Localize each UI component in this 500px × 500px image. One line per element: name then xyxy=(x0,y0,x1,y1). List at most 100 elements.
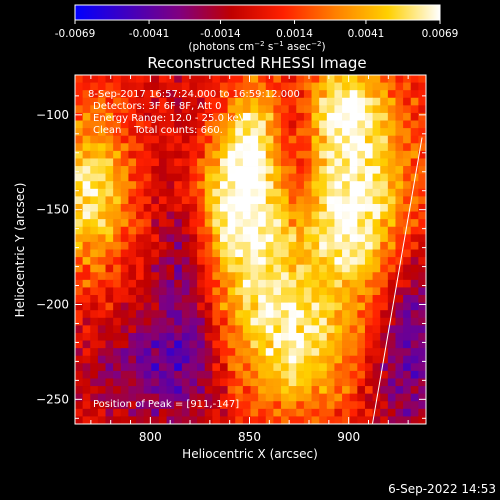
heatmap-cell xyxy=(242,226,251,235)
heatmap-cell xyxy=(158,150,167,159)
heatmap-cell xyxy=(303,272,312,281)
heatmap-cell xyxy=(151,105,160,114)
heatmap-cell xyxy=(395,219,404,228)
heatmap-cell xyxy=(113,355,122,364)
heatmap-cell xyxy=(90,348,99,357)
heatmap-cell xyxy=(82,249,91,258)
heatmap-cell xyxy=(212,348,221,357)
heatmap-cell xyxy=(97,264,106,273)
heatmap-cell xyxy=(219,302,229,311)
heatmap-cell xyxy=(403,82,412,91)
heatmap-cell xyxy=(311,272,320,281)
heatmap-cell xyxy=(258,181,267,190)
heatmap-cell xyxy=(197,226,206,235)
heatmap-cell xyxy=(319,188,328,197)
heatmap-cell xyxy=(212,105,221,114)
heatmap-cell xyxy=(151,348,160,357)
heatmap-cell xyxy=(174,370,183,379)
heatmap-cell xyxy=(158,363,167,372)
heatmap-cell xyxy=(75,120,84,129)
heatmap-cell xyxy=(418,370,426,379)
heatmap-cell xyxy=(281,249,290,258)
heatmap-cell xyxy=(281,401,290,410)
heatmap-cell xyxy=(387,181,396,190)
heatmap-cell xyxy=(296,264,305,273)
heatmap-cell xyxy=(342,264,351,273)
heatmap-cell xyxy=(97,173,106,182)
heatmap-cell xyxy=(296,112,305,121)
heatmap-cell xyxy=(105,166,114,175)
heatmap-cell xyxy=(242,196,251,205)
heatmap-cell xyxy=(349,203,358,212)
heatmap-cell xyxy=(273,378,282,387)
heatmap-cell xyxy=(242,279,251,288)
heatmap-cell xyxy=(181,143,190,152)
heatmap-cell xyxy=(265,257,274,266)
heatmap-cell xyxy=(281,75,290,83)
heatmap-cell xyxy=(189,302,198,311)
heatmap-cell xyxy=(120,105,129,114)
heatmap-cell xyxy=(204,135,213,144)
heatmap-cell xyxy=(418,317,426,326)
heatmap-cell xyxy=(181,302,190,311)
heatmap-cell xyxy=(250,363,259,372)
heatmap-cell xyxy=(120,211,129,220)
heatmap-cell xyxy=(113,401,122,410)
heatmap-cell xyxy=(174,408,183,417)
heatmap-cell xyxy=(219,287,229,296)
heatmap-cell xyxy=(395,166,404,175)
heatmap-cell xyxy=(349,340,358,349)
heatmap-cell xyxy=(212,203,221,212)
heatmap-cell xyxy=(319,287,328,296)
heatmap-cell xyxy=(334,401,343,410)
heatmap-cell xyxy=(75,135,84,144)
heatmap-cell xyxy=(113,105,122,114)
heatmap-cell xyxy=(281,340,290,349)
heatmap-cell xyxy=(418,105,426,114)
heatmap-cell xyxy=(349,310,358,319)
heatmap-cell xyxy=(82,211,91,220)
heatmap-cell xyxy=(235,97,244,106)
heatmap-cell xyxy=(113,203,122,212)
heatmap-cell xyxy=(82,196,91,205)
heatmap-cell xyxy=(372,370,381,379)
heatmap-cell xyxy=(380,158,389,167)
heatmap-cell xyxy=(364,82,373,91)
heatmap-cell xyxy=(242,158,251,167)
heatmap-cell xyxy=(326,105,335,114)
heatmap-cell xyxy=(120,112,129,121)
heatmap-cell xyxy=(311,97,320,106)
heatmap-cell xyxy=(418,97,426,106)
heatmap-cell xyxy=(319,416,328,424)
heatmap-cell xyxy=(227,264,236,273)
heatmap-cell xyxy=(189,219,198,228)
heatmap-cell xyxy=(296,90,305,99)
heatmap-cell xyxy=(395,287,404,296)
heatmap-cell xyxy=(349,120,358,129)
heatmap-cell xyxy=(128,348,137,357)
heatmap-cell xyxy=(174,295,183,304)
heatmap-cell xyxy=(380,97,389,106)
heatmap-cell xyxy=(143,97,152,106)
heatmap-cell xyxy=(113,128,122,137)
heatmap-cell xyxy=(128,120,137,129)
heatmap-cell xyxy=(357,241,366,250)
colorbar-tick-label: 0.0014 xyxy=(276,28,313,40)
heatmap-cell xyxy=(349,188,358,197)
heatmap-cell xyxy=(372,203,381,212)
heatmap-cell xyxy=(120,143,129,152)
heatmap-cell xyxy=(349,257,358,266)
heatmap-cell xyxy=(197,332,206,341)
heatmap-cell xyxy=(143,158,152,167)
heatmap-cell xyxy=(82,416,91,424)
heatmap-cell xyxy=(174,272,183,281)
heatmap-cell xyxy=(349,166,358,175)
heatmap-cell xyxy=(273,188,282,197)
heatmap-cell xyxy=(227,234,236,243)
heatmap-cell xyxy=(82,257,91,266)
heatmap-cell xyxy=(143,143,152,152)
heatmap-cell xyxy=(303,82,312,91)
heatmap-cell xyxy=(380,219,389,228)
heatmap-cell xyxy=(227,363,236,372)
